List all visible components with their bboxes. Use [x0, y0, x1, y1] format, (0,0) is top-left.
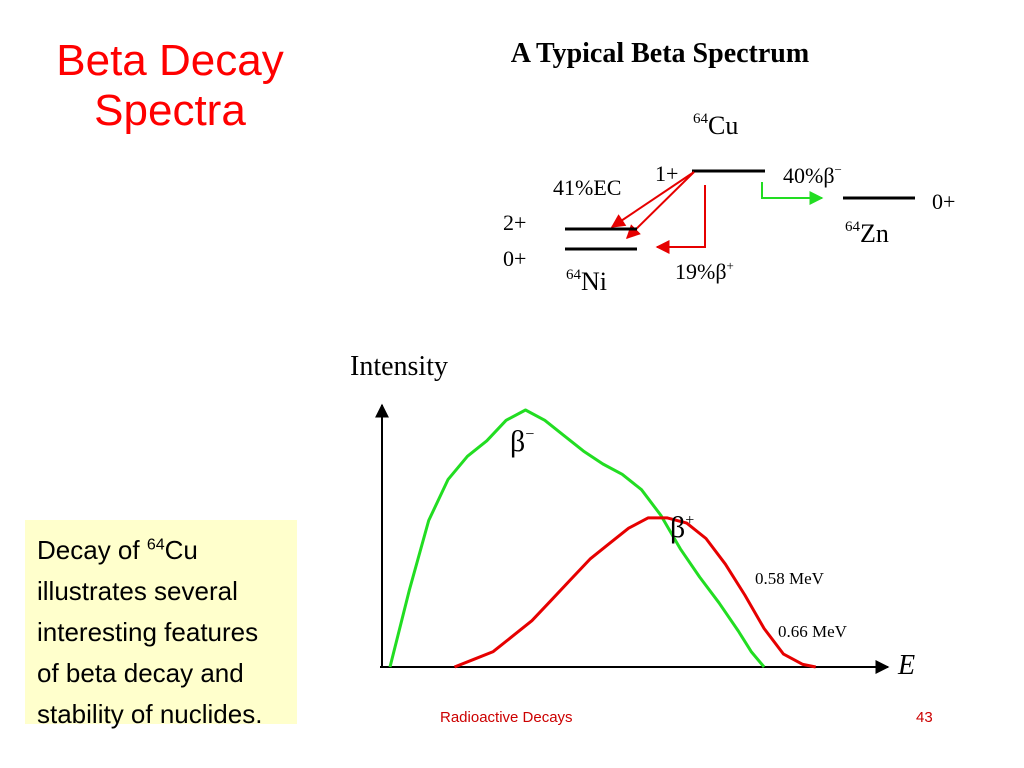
zn-mass: 64: [845, 219, 861, 235]
beta-plus-endpoint-label: 0.66 MeV: [778, 622, 848, 641]
ni-0plus-label: 0+: [503, 246, 526, 271]
beta-plus-arrow: [655, 185, 706, 254]
callout-rest: illustrates several interesting features…: [37, 576, 263, 729]
ni-symbol: Ni: [581, 267, 607, 296]
cu-label: 64Cu: [693, 111, 738, 140]
beta-plus-curve-label: β+: [670, 511, 694, 544]
beta-minus-curve-charge: −: [525, 426, 534, 443]
callout-box: Decay of 64Cu illustrates several intere…: [25, 520, 297, 729]
ec-arrow-2plus: [610, 171, 695, 228]
slide-title-line2: Spectra: [94, 86, 246, 135]
beta-plus-curve-charge: +: [685, 512, 694, 529]
page-number: 43: [916, 709, 933, 726]
beta-minus-branch-label: 40%β−: [783, 162, 842, 188]
beta-minus-branch-charge: −: [835, 162, 842, 177]
beta-minus-branch-percent: 40%: [783, 163, 823, 188]
callout-prefix: Decay of: [37, 535, 147, 565]
diagram-title: A Typical Beta Spectrum: [510, 38, 810, 69]
decay-scheme: 64Cu 1+ 41%EC 40%β− 19%β+ 2+ 0+ 64Ni 0+ …: [503, 111, 955, 296]
cu-spin-label: 1+: [655, 161, 678, 186]
spectrum-chart: Intensity E β− β+ 0.58 MeV 0.66 MeV: [350, 351, 915, 681]
beta-plus-curve: [453, 516, 816, 669]
beta-plus-branch-label: 19%β+: [675, 258, 734, 284]
y-axis-label: Intensity: [350, 351, 448, 382]
ec-branch-label: 41%EC: [553, 175, 621, 200]
cu-mass: 64: [693, 111, 709, 127]
callout-symbol: Cu: [164, 535, 198, 565]
ni-mass: 64: [566, 267, 582, 283]
beta-minus-curve-label: β−: [510, 425, 534, 458]
beta-plus-branch-percent: 19%: [675, 259, 715, 284]
beta-minus-endpoint-label: 0.58 MeV: [755, 569, 825, 588]
zn-label: 64Zn: [845, 219, 889, 248]
ec-arrow-0plus: [626, 171, 695, 239]
slide-title-line1: Beta Decay: [56, 36, 284, 85]
zn-0plus-label: 0+: [932, 189, 955, 214]
ni-2plus-label: 2+: [503, 210, 526, 235]
callout-mass: 64: [146, 536, 165, 554]
beta-minus-arrow: [761, 182, 824, 205]
cu-symbol: Cu: [708, 111, 738, 140]
beta-minus-curve: [388, 408, 766, 668]
beta-plus-branch-symbol: β: [715, 259, 726, 284]
zn-symbol: Zn: [860, 219, 889, 248]
footer-label: Radioactive Decays: [440, 709, 573, 726]
beta-plus-curve-symbol: β: [670, 511, 685, 544]
x-axis-label: E: [897, 650, 915, 681]
beta-plus-branch-charge: +: [727, 258, 734, 273]
beta-minus-branch-symbol: β: [823, 163, 834, 188]
slide-title: Beta Decay Spectra: [40, 36, 300, 136]
beta-minus-curve-symbol: β: [510, 425, 525, 458]
ni-label: 64Ni: [566, 267, 607, 296]
